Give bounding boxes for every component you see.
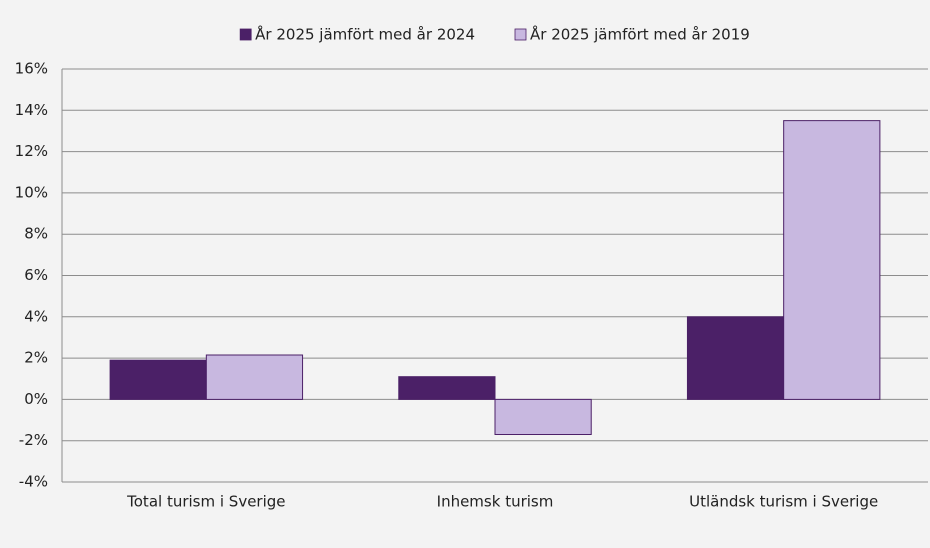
x-tick-label: Inhemsk turism (437, 493, 554, 511)
legend-swatch (239, 28, 252, 41)
y-tick-label: 8% (24, 225, 48, 243)
y-tick-label: 6% (24, 266, 48, 284)
y-tick-label: 4% (24, 307, 48, 325)
x-tick-label: Total turism i Sverige (126, 493, 285, 511)
y-tick-label: 0% (24, 390, 48, 408)
y-tick-label: -4% (19, 473, 48, 491)
y-tick-label: 12% (15, 142, 48, 160)
x-tick-label: Utländsk turism i Sverige (689, 493, 878, 511)
legend-swatch (514, 28, 527, 41)
y-tick-label: 16% (15, 60, 48, 78)
legend-label: År 2025 jämfört med år 2019 (530, 25, 750, 44)
bar (109, 359, 207, 400)
y-tick-label: 2% (24, 349, 48, 367)
y-tick-label: 10% (15, 183, 48, 201)
y-tick-label: -2% (19, 431, 48, 449)
bar (494, 398, 592, 436)
bar (398, 376, 496, 400)
legend: År 2025 jämfört med år 2024 År 2025 jämfö… (239, 25, 750, 44)
y-tick-label: 14% (15, 101, 48, 119)
bar (686, 316, 785, 400)
bar (205, 354, 304, 400)
bar (783, 120, 881, 400)
legend-label: År 2025 jämfört med år 2024 (255, 25, 475, 44)
